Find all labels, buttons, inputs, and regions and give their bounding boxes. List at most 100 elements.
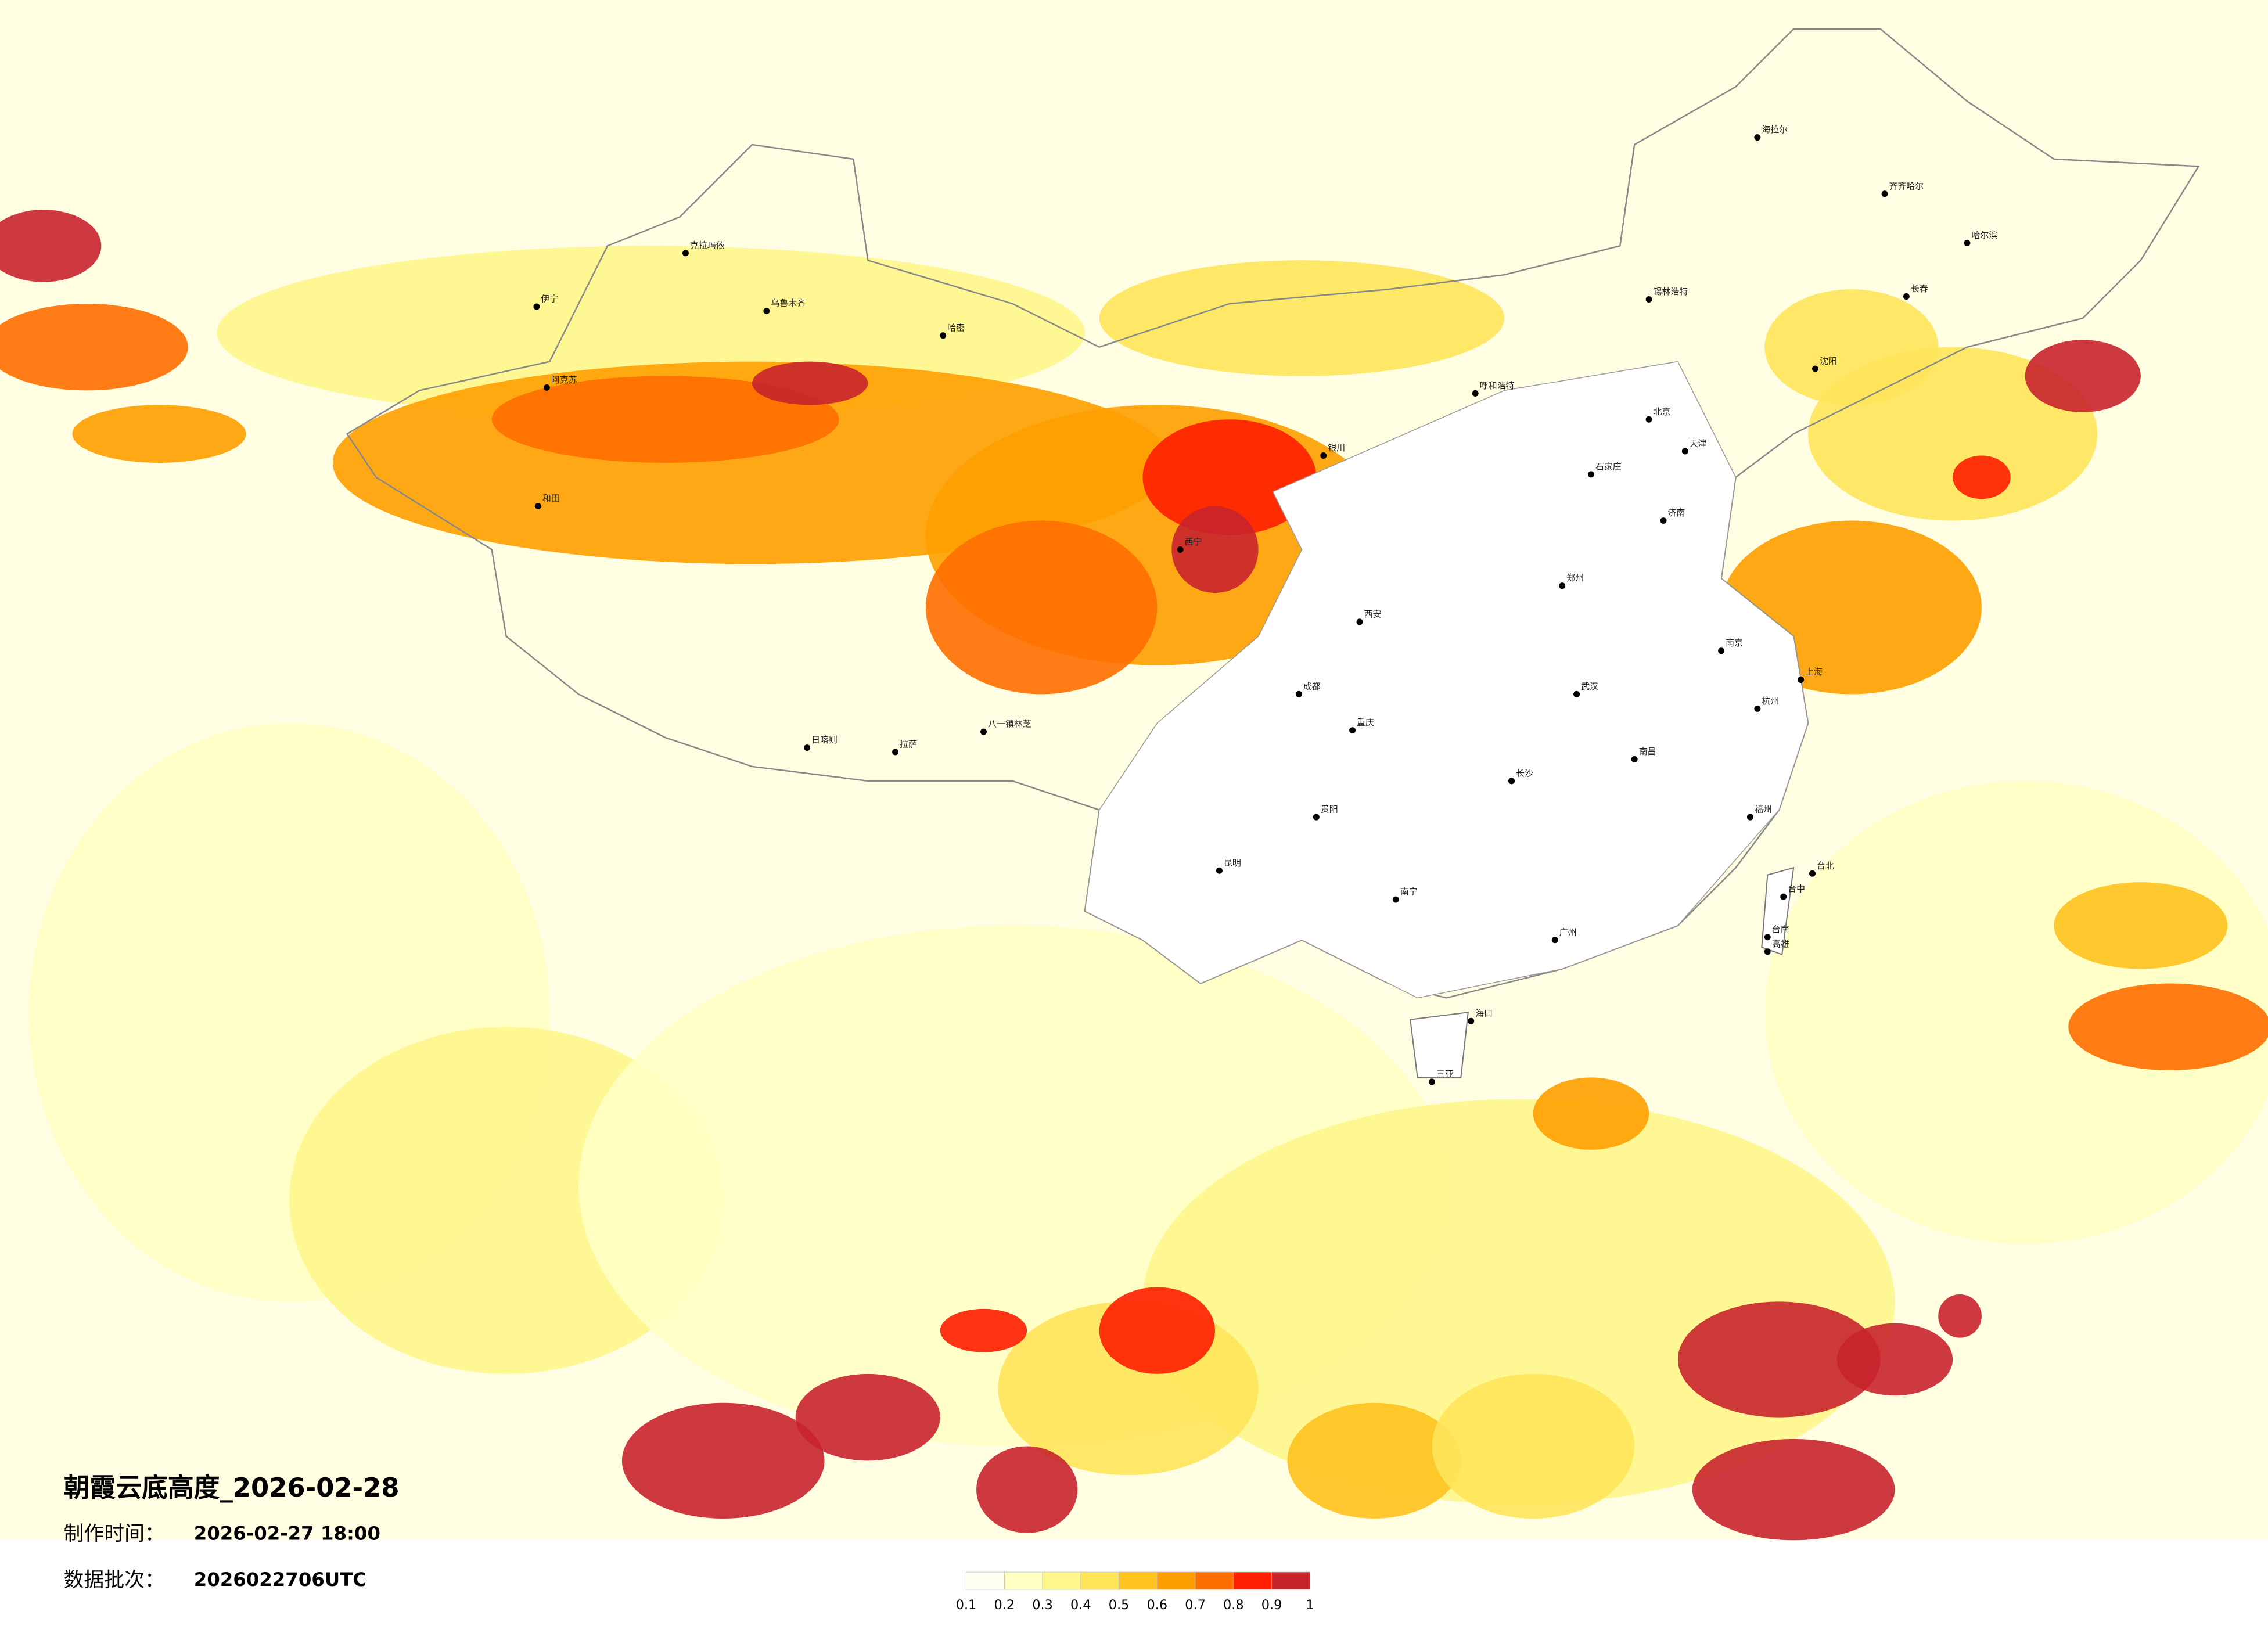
city-dot — [1216, 867, 1223, 874]
city-label: 天津 — [1690, 438, 1707, 449]
cloud-patch — [925, 520, 1158, 695]
colorbar-tick-label: 0.1 — [956, 1598, 977, 1613]
city-dot — [1964, 239, 1971, 246]
cloud-patch — [1171, 506, 1259, 593]
city-label: 和田 — [542, 493, 560, 503]
colorbar: 0.1 0.2 0.3 0.4 0.5 0.6 0.7 0.8 0.9 1 — [956, 1571, 1314, 1613]
cloud-patch — [2054, 882, 2228, 969]
colorbar-cell — [1233, 1571, 1272, 1590]
city-label: 杭州 — [1762, 696, 1779, 706]
cloud-patch — [0, 304, 188, 391]
city-dot — [1349, 727, 1356, 734]
cloud-patch — [752, 361, 868, 405]
cloud-layer — [0, 210, 2268, 1541]
city-dot — [1559, 582, 1566, 589]
colorbar-tick-label: 0.4 — [1070, 1598, 1091, 1613]
cloud-patch — [1432, 1373, 1635, 1519]
city-label: 哈密 — [947, 322, 965, 333]
city-label: 齐齐哈尔 — [1889, 181, 1924, 191]
city-dot — [1392, 896, 1399, 903]
made-label: 制作时间： — [64, 1522, 165, 1545]
city-dot — [1508, 778, 1515, 785]
city-label: 日喀则 — [811, 735, 838, 745]
city-dot — [1295, 690, 1302, 697]
colorbar-tick-label: 0.5 — [1109, 1598, 1130, 1613]
city-label: 成都 — [1303, 681, 1321, 692]
city-label: 南京 — [1726, 638, 1743, 648]
city-dot — [1764, 948, 1771, 955]
colorbar-tick-label: 0.6 — [1147, 1598, 1168, 1613]
city-label: 福州 — [1755, 804, 1772, 815]
colorbar-cell — [1042, 1571, 1081, 1590]
city-dot — [1660, 517, 1667, 524]
city-dot — [682, 250, 689, 257]
city-dot — [763, 307, 770, 314]
city-label: 广州 — [1559, 927, 1577, 937]
cloud-patch — [621, 1402, 825, 1519]
colorbar-tick-label: 1 — [1306, 1598, 1314, 1613]
cloud-patch — [72, 405, 246, 463]
city-dot — [1587, 471, 1594, 478]
colorbar-tick-label: 0.2 — [994, 1598, 1015, 1613]
city-dot — [1718, 647, 1725, 654]
city-label: 阿克苏 — [551, 375, 577, 385]
city-dot — [1573, 690, 1580, 697]
cloud-patch — [2068, 983, 2268, 1070]
city-label: 西安 — [1364, 609, 1381, 619]
colorbar-cell — [1080, 1571, 1119, 1590]
cloud-patch — [0, 210, 102, 282]
cloud-patch — [1099, 1287, 1215, 1374]
colorbar-cell — [966, 1571, 1005, 1590]
cloud-patch — [1764, 289, 1939, 405]
city-dot — [543, 384, 550, 391]
cloud-patch — [1142, 419, 1317, 535]
city-label: 台北 — [1817, 861, 1834, 871]
city-dot — [1320, 452, 1327, 459]
city-dot — [1356, 618, 1363, 625]
city-label: 南宁 — [1400, 887, 1418, 897]
cloud-patch — [1287, 1402, 1461, 1519]
city-label: 重庆 — [1357, 717, 1374, 728]
colorbar-tick-label: 0.3 — [1032, 1598, 1053, 1613]
city-dot — [1780, 893, 1787, 900]
city-label: 伊宁 — [541, 294, 558, 304]
map-title: 朝霞云底高度_2026-02-28 — [64, 1472, 400, 1503]
cloud-patch — [1142, 1099, 1895, 1505]
made-time: 2026-02-27 18:00 — [194, 1522, 380, 1544]
city-dot — [940, 332, 947, 339]
city-dot — [1798, 677, 1805, 683]
city-dot — [1631, 756, 1638, 762]
cloud-patch — [491, 376, 839, 463]
cloud-patch — [940, 1308, 1027, 1352]
city-dot — [1809, 870, 1816, 877]
city-label: 台中 — [1788, 884, 1805, 894]
cloud-patch — [1938, 1294, 1982, 1338]
colorbar-tick-label: 0.7 — [1185, 1598, 1206, 1613]
city-dot — [1177, 546, 1184, 553]
city-label: 八一镇林芝 — [988, 719, 1031, 729]
city-dot — [1903, 293, 1910, 300]
cloud-patch — [976, 1446, 1078, 1533]
batch-id: 2026022706UTC — [194, 1569, 366, 1591]
city-dot — [1429, 1078, 1436, 1085]
city-label: 乌鲁木齐 — [771, 298, 806, 308]
colorbar-tick-label: 0.9 — [1261, 1598, 1282, 1613]
city-label: 西宁 — [1185, 537, 1202, 547]
city-dot — [1754, 134, 1761, 141]
city-label: 贵阳 — [1321, 804, 1338, 815]
colorbar-cell — [1156, 1571, 1196, 1590]
colorbar-cell — [1195, 1571, 1234, 1590]
city-dot — [1746, 814, 1753, 821]
city-dot — [1645, 416, 1652, 423]
city-label: 克拉玛依 — [690, 240, 725, 250]
colorbar-cell — [1119, 1571, 1158, 1590]
city-dot — [804, 744, 811, 751]
city-label: 长沙 — [1516, 768, 1533, 778]
city-label: 郑州 — [1566, 573, 1584, 583]
colorbar-tick-label: 0.8 — [1223, 1598, 1244, 1613]
city-label: 武汉 — [1581, 681, 1598, 692]
city-label: 海口 — [1475, 1008, 1493, 1019]
city-dot — [1881, 190, 1888, 197]
city-layer: 伊宁克拉玛依乌鲁木齐哈密阿克苏和田拉萨日喀则八一镇林芝西宁银川呼和浩特锡林浩特海… — [533, 124, 1997, 1085]
city-label: 沈阳 — [1820, 356, 1837, 366]
